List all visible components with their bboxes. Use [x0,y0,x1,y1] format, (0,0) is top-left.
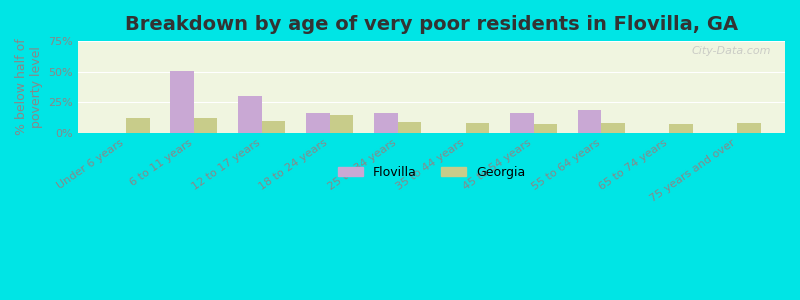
Bar [374,113,398,133]
Bar [466,123,490,133]
Title: Breakdown by age of very poor residents in Flovilla, GA: Breakdown by age of very poor residents … [125,15,738,34]
Legend: Flovilla, Georgia: Flovilla, Georgia [333,161,530,184]
Bar [126,118,150,133]
Bar [738,123,762,133]
Bar [330,115,354,133]
Bar [398,122,422,133]
Bar [578,110,602,133]
Bar [306,113,330,133]
Bar [602,123,626,133]
Y-axis label: % below half of
poverty level: % below half of poverty level [15,39,43,135]
Bar [534,124,558,133]
Bar [510,113,534,133]
Text: City-Data.com: City-Data.com [691,46,771,56]
Bar [238,96,262,133]
Bar [262,121,286,133]
Bar [170,70,194,133]
Bar [194,118,218,133]
Bar [670,124,694,133]
